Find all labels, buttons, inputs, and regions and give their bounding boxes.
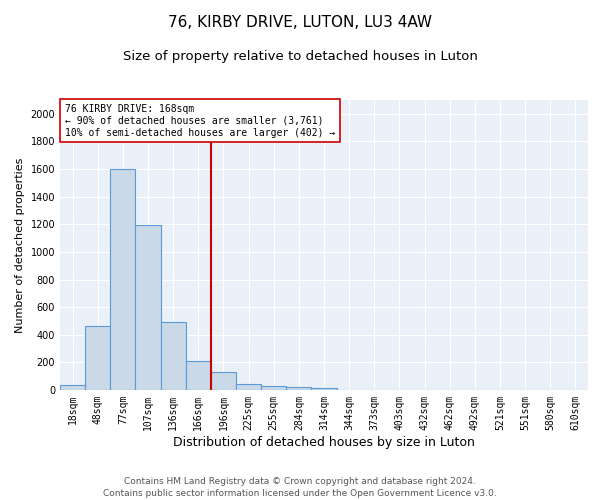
Bar — [110, 169, 136, 390]
Bar — [85, 326, 110, 390]
Bar — [261, 386, 286, 390]
Bar — [60, 385, 85, 390]
Bar — [161, 322, 186, 390]
Text: 76 KIRBY DRIVE: 168sqm
← 90% of detached houses are smaller (3,761)
10% of semi-: 76 KIRBY DRIVE: 168sqm ← 90% of detached… — [65, 104, 335, 138]
Text: 76, KIRBY DRIVE, LUTON, LU3 4AW: 76, KIRBY DRIVE, LUTON, LU3 4AW — [168, 15, 432, 30]
Bar — [236, 384, 261, 390]
Bar — [186, 361, 211, 390]
Y-axis label: Number of detached properties: Number of detached properties — [15, 158, 25, 332]
X-axis label: Distribution of detached houses by size in Luton: Distribution of detached houses by size … — [173, 436, 475, 448]
Bar — [211, 372, 236, 390]
Bar — [136, 225, 161, 390]
Bar — [286, 387, 311, 390]
Bar — [311, 388, 337, 390]
Text: Contains HM Land Registry data © Crown copyright and database right 2024.
Contai: Contains HM Land Registry data © Crown c… — [103, 476, 497, 498]
Text: Size of property relative to detached houses in Luton: Size of property relative to detached ho… — [122, 50, 478, 63]
